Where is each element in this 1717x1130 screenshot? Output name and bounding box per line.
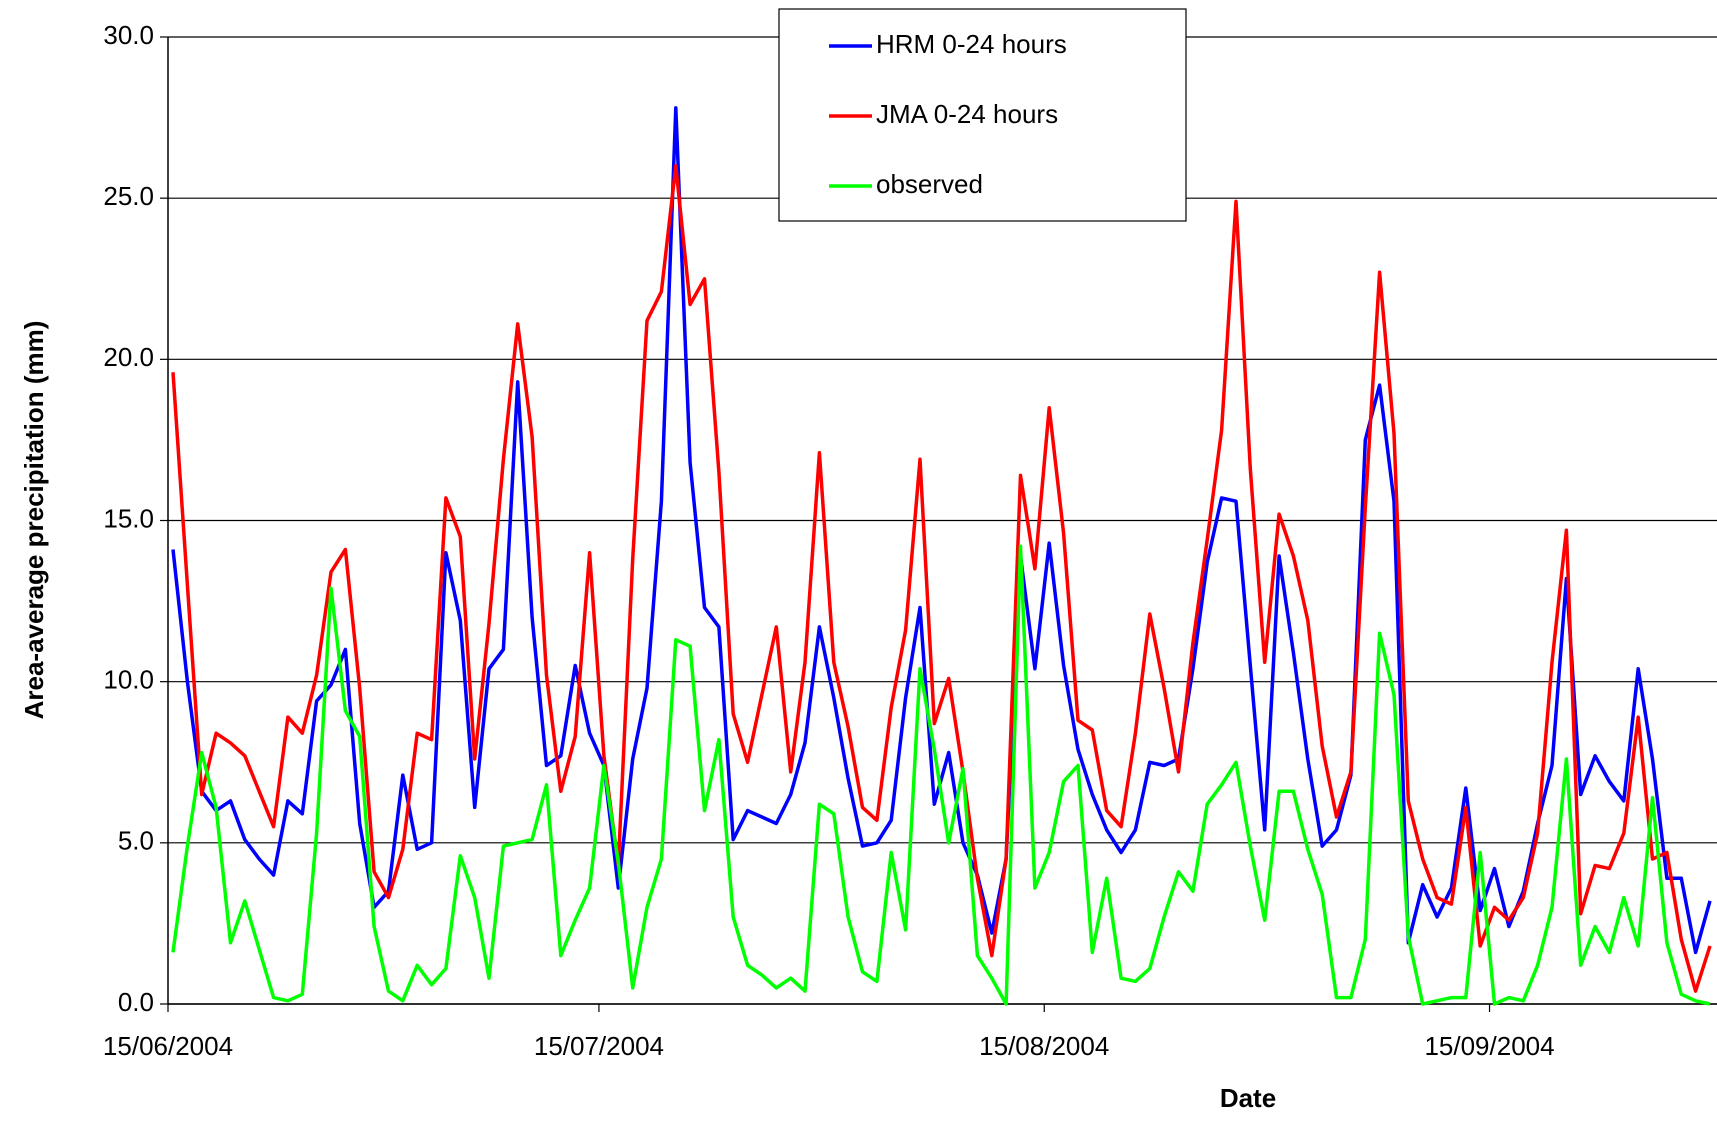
y-axis-title: Area-average precipitation (mm) <box>19 321 49 720</box>
y-tick-label: 10.0 <box>103 665 154 695</box>
y-tick-label: 25.0 <box>103 181 154 211</box>
y-tick-label: 20.0 <box>103 342 154 372</box>
data-line <box>171 106 1712 955</box>
y-tick-label: 0.0 <box>118 987 154 1017</box>
x-tick-label: 15/07/2004 <box>534 1031 664 1061</box>
data-line <box>171 544 1711 1006</box>
y-tick-label: 30.0 <box>103 20 154 50</box>
x-tick-label: 15/08/2004 <box>979 1031 1109 1061</box>
legend-label: observed <box>876 169 983 199</box>
y-tick-label: 15.0 <box>103 503 154 533</box>
x-tick-label: 15/06/2004 <box>103 1031 233 1061</box>
y-tick-label: 5.0 <box>118 826 154 856</box>
x-tick-label: 15/09/2004 <box>1424 1031 1554 1061</box>
x-axis-title: Date <box>1220 1083 1276 1113</box>
legend-label: JMA 0-24 hours <box>876 99 1058 129</box>
legend-label: HRM 0-24 hours <box>876 29 1067 59</box>
data-line <box>171 164 1712 993</box>
